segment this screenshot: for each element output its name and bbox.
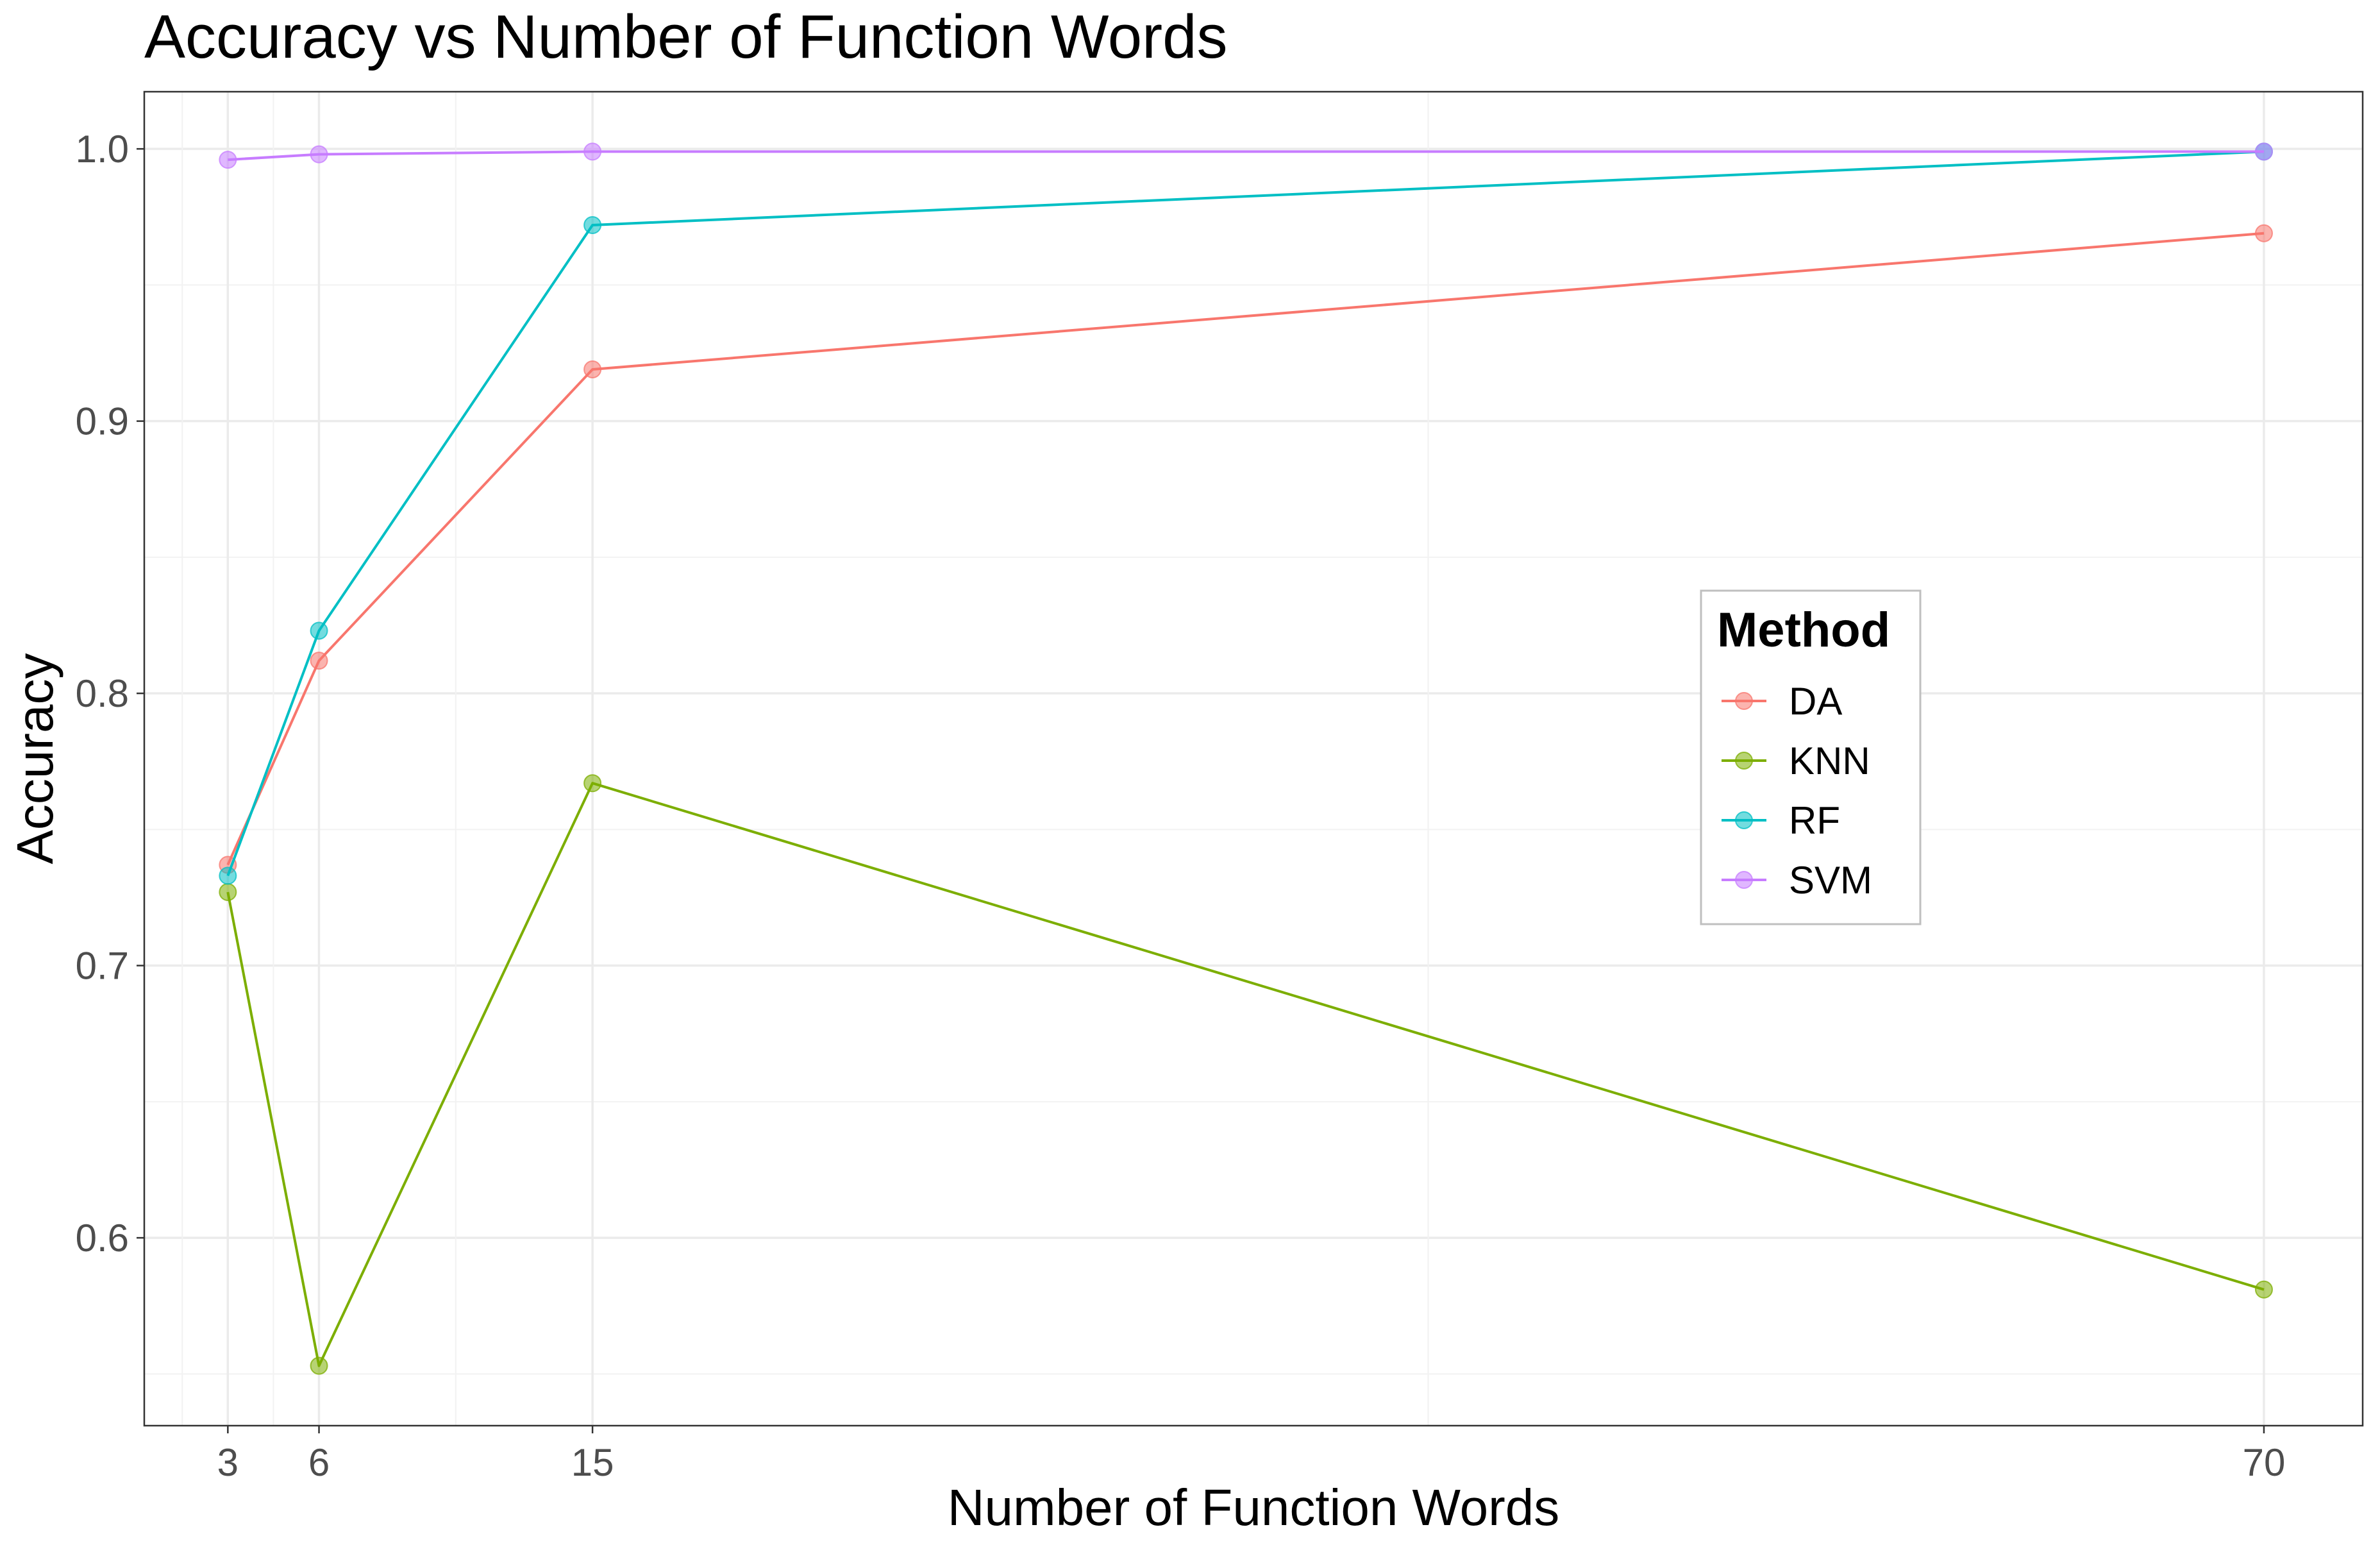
data-point-svm bbox=[310, 145, 328, 164]
series-line-svm bbox=[228, 150, 2264, 162]
chart-title: Accuracy vs Number of Function Words bbox=[144, 3, 1227, 71]
y-axis-title: Accuracy bbox=[6, 654, 63, 865]
plot-panel-border bbox=[143, 90, 2364, 1427]
legend-label: RF bbox=[1789, 799, 1840, 842]
legend-item-da: DA bbox=[1722, 680, 1842, 723]
legend-item-knn: KNN bbox=[1722, 739, 1870, 782]
series-svm bbox=[219, 142, 2273, 169]
data-point-knn bbox=[310, 1356, 328, 1375]
legend-label: SVM bbox=[1789, 859, 1872, 902]
y-tick-label: 0.9 bbox=[76, 400, 129, 443]
y-tick-label: 0.6 bbox=[76, 1217, 129, 1260]
data-point-rf bbox=[310, 621, 328, 640]
x-tick-label: 70 bbox=[2243, 1441, 2286, 1484]
grid bbox=[144, 92, 2363, 1426]
axis-ticks: 0.6 0.7 0.8 0.9 1.0 3 6 15 70 bbox=[76, 128, 2286, 1484]
legend-key-point bbox=[1735, 811, 1753, 829]
series-line-da bbox=[226, 232, 2265, 866]
legend-item-svm: SVM bbox=[1722, 859, 1872, 902]
series-line-rf bbox=[226, 150, 2265, 877]
data-point-rf bbox=[219, 866, 237, 885]
x-tick-label: 15 bbox=[571, 1441, 614, 1484]
x-tick-label: 3 bbox=[217, 1441, 239, 1484]
data-point-da bbox=[2254, 224, 2273, 242]
series-knn bbox=[219, 774, 2273, 1375]
legend-key-point bbox=[1735, 752, 1753, 770]
legend-key-point bbox=[1735, 692, 1753, 710]
legend-title: Method bbox=[1717, 603, 1890, 657]
data-point-da bbox=[583, 360, 602, 378]
legend-items: DA KNN RF SVM bbox=[1722, 680, 1872, 902]
legend-item-rf: RF bbox=[1722, 799, 1840, 842]
data-point-knn bbox=[219, 883, 237, 901]
data-point-knn bbox=[583, 774, 602, 793]
data-point-knn bbox=[2254, 1280, 2273, 1299]
data-point-svm bbox=[219, 151, 237, 169]
y-tick-label: 0.7 bbox=[76, 945, 129, 988]
legend-label: KNN bbox=[1789, 739, 1870, 782]
data-point-svm bbox=[2254, 142, 2273, 161]
legend-key-point bbox=[1735, 871, 1753, 889]
legend-label: DA bbox=[1789, 680, 1842, 723]
series-layer bbox=[219, 142, 2273, 1375]
data-point-rf bbox=[583, 216, 602, 234]
x-tick-label: 6 bbox=[308, 1441, 330, 1484]
y-tick-label: 0.8 bbox=[76, 672, 129, 715]
series-line-knn bbox=[226, 782, 2265, 1367]
x-axis-title: Number of Function Words bbox=[948, 1479, 1559, 1536]
legend: Method DA KNN RF SVM bbox=[1700, 589, 1922, 925]
y-tick-label: 1.0 bbox=[76, 128, 129, 171]
data-point-da bbox=[310, 652, 328, 670]
data-point-svm bbox=[583, 142, 602, 161]
